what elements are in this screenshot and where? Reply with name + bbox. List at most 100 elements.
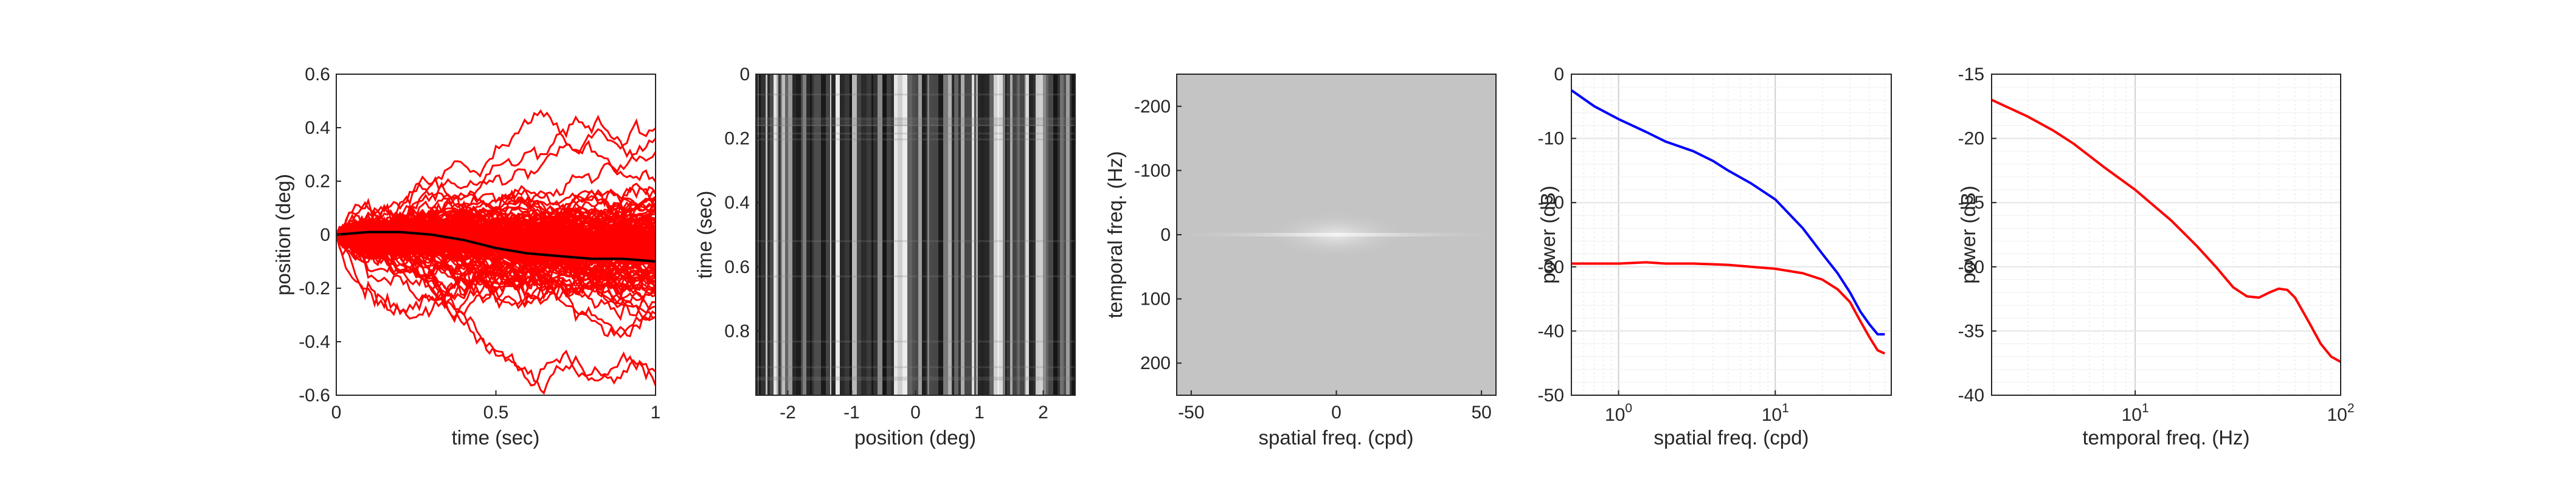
y-tick-label: 100 xyxy=(1140,289,1171,309)
heatmap-column xyxy=(961,74,964,395)
heatmap-column xyxy=(756,74,758,395)
heatmap-column xyxy=(994,74,997,395)
heatmap-column xyxy=(1010,74,1013,395)
heatmap-column xyxy=(826,74,830,395)
trajectory-line xyxy=(336,201,656,251)
heatmap-column xyxy=(976,74,978,395)
heatmap-column xyxy=(831,74,836,395)
y-tick-label: -15 xyxy=(1958,64,1984,85)
heatmap-column xyxy=(948,74,952,395)
heatmap-column xyxy=(821,74,826,395)
y-tick-label: 0 xyxy=(1554,64,1564,85)
trajectory-line xyxy=(336,207,656,258)
heatmap-column xyxy=(840,74,845,395)
x-tick-label: 0 xyxy=(331,403,342,423)
y-tick-label: -0.6 xyxy=(299,385,330,406)
trajectory-line xyxy=(336,234,656,309)
y-tick-label: 0.4 xyxy=(305,118,330,138)
heatmap-column xyxy=(1060,74,1064,395)
heatmap-column xyxy=(954,74,958,395)
axes-box xyxy=(1571,74,1892,396)
heatmap-column xyxy=(812,74,814,395)
x-tick-label: 0 xyxy=(910,403,921,423)
y-tick-label: 0 xyxy=(320,225,330,245)
x-tick-label: 1 xyxy=(974,403,985,423)
trajectory-line xyxy=(336,210,656,339)
heatmap-column xyxy=(1048,74,1053,395)
heatmap-column xyxy=(922,74,926,395)
heatmap-column xyxy=(1006,74,1010,395)
heatmap-column xyxy=(915,74,918,395)
heatmap-column xyxy=(943,74,948,395)
heatmap-column xyxy=(1005,74,1006,395)
series-line xyxy=(1992,99,2341,363)
x-tick-label: 0.5 xyxy=(483,403,509,423)
trajectory-traces xyxy=(336,109,656,395)
heatmap-column xyxy=(926,74,927,395)
heatmap-column xyxy=(767,74,770,395)
heatmap-column xyxy=(780,74,781,395)
heatmap-column xyxy=(1072,74,1075,395)
y-tick-label: -35 xyxy=(1958,321,1984,341)
heatmap-band xyxy=(756,240,1075,243)
y-tick-label: -10 xyxy=(1538,129,1564,149)
heatmap-image xyxy=(756,74,1075,395)
x-axis-label: time (sec) xyxy=(452,426,540,449)
heatmap-column xyxy=(1016,74,1017,395)
heatmap-column xyxy=(792,74,796,395)
heatmap-column xyxy=(985,74,989,395)
tick-marks: 0 0.5 1 0.6 0.4 0.2 0 -0.2 -0.4 -0.6 xyxy=(299,64,660,423)
y-tick-label: 0.8 xyxy=(724,321,750,341)
heatmap-column xyxy=(972,74,974,395)
heatmap-column xyxy=(999,74,1003,395)
y-tick-label: -0.2 xyxy=(299,278,330,299)
heatmap-band xyxy=(756,117,1075,120)
y-tick-label: 0.4 xyxy=(724,193,750,213)
heatmap-column xyxy=(803,74,806,395)
heatmap-column xyxy=(815,74,817,395)
heatmap-column xyxy=(777,74,778,395)
heatmap-column xyxy=(969,74,972,395)
x-axis-label: position (deg) xyxy=(854,426,976,449)
heatmap-column xyxy=(933,74,938,395)
heatmap-column xyxy=(918,74,922,395)
heatmap-column xyxy=(1020,74,1025,395)
y-tick-label: 0 xyxy=(1160,225,1171,245)
heatmap-column xyxy=(781,74,783,395)
heatmap-column xyxy=(902,74,907,395)
heatmap-column xyxy=(1064,74,1066,395)
heatmap-column xyxy=(929,74,933,395)
trajectory-line xyxy=(336,229,656,262)
y-tick-label: 200 xyxy=(1140,353,1171,373)
tick-marks: 100 101 0 -10 -20 -30 -40 -50 xyxy=(1538,64,1789,425)
heatmap-band xyxy=(756,376,1075,379)
y-axis-label: temporal freq. (Hz) xyxy=(1104,151,1126,318)
heatmap-column xyxy=(770,74,774,395)
heatmap-column xyxy=(857,74,861,395)
y-tick-label: -0.4 xyxy=(299,332,330,352)
y-tick-label: 0.6 xyxy=(305,64,330,85)
y-tick-label: -200 xyxy=(1134,97,1171,117)
x-tick-label: -1 xyxy=(843,403,860,423)
y-axis-label: time (sec) xyxy=(693,191,716,279)
heatmap-band xyxy=(756,378,1075,381)
heatmap-band xyxy=(756,366,1075,368)
x-axis-label: temporal freq. (Hz) xyxy=(2082,426,2249,449)
axes-box xyxy=(1991,74,2341,396)
x-tick-label: 1 xyxy=(651,403,661,423)
y-tick-label: -30 xyxy=(1958,257,1984,277)
series-lines xyxy=(1571,89,1886,355)
heatmap-column xyxy=(953,74,954,395)
heatmap-column xyxy=(1017,74,1020,395)
heatmap-column xyxy=(958,74,961,395)
tick-marks: -50 0 50 -200 -100 0 100 200 xyxy=(1134,97,1492,423)
grid-lines xyxy=(1571,74,1891,396)
heatmap-column xyxy=(830,74,831,395)
heatmap-column xyxy=(871,74,873,395)
axes-box xyxy=(1176,74,1497,396)
trajectory-line xyxy=(336,232,656,309)
x-tick-label: 0 xyxy=(1331,403,1342,423)
axes-box xyxy=(336,74,656,396)
y-tick-label: -20 xyxy=(1958,129,1984,149)
